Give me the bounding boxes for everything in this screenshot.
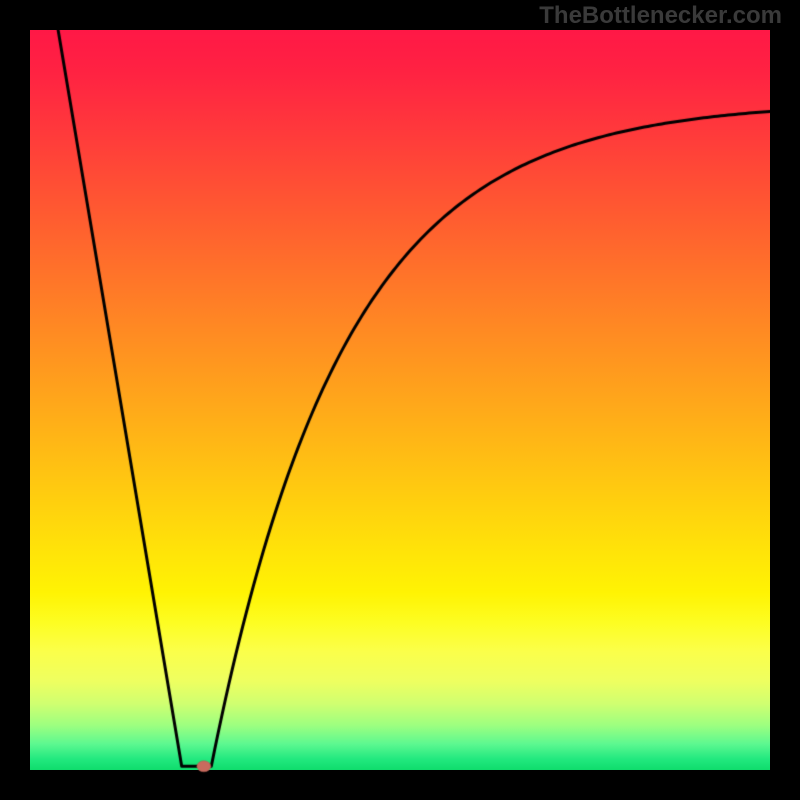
watermark-text: TheBottlenecker.com	[539, 2, 782, 30]
plot-border	[30, 30, 770, 770]
chart-wrapper: TheBottlenecker.com	[0, 0, 800, 800]
